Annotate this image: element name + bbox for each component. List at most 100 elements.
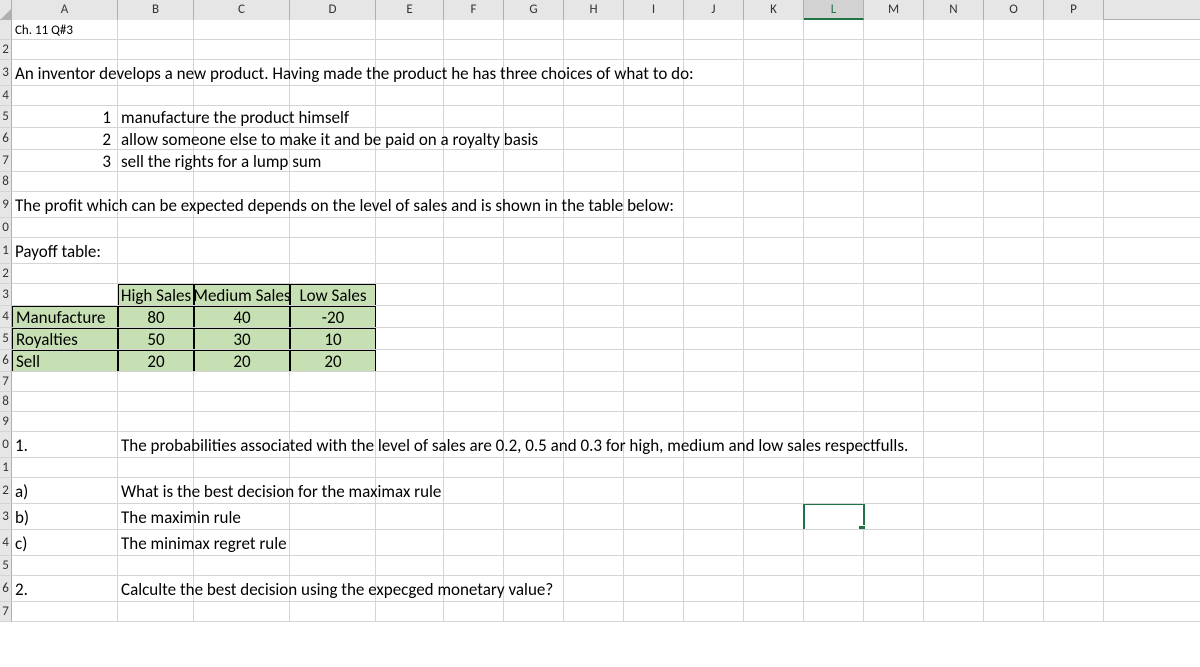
cell-C15[interactable]: 30 (194, 328, 290, 350)
cell-P15[interactable] (1044, 328, 1104, 350)
cell-H12[interactable] (564, 264, 624, 284)
cell-F19[interactable] (444, 412, 504, 432)
cell-N9[interactable] (924, 192, 984, 218)
cell-H17[interactable] (564, 372, 624, 392)
cell-L26[interactable] (804, 576, 864, 602)
cell-H5[interactable] (564, 106, 624, 128)
cell-B19[interactable] (118, 412, 194, 432)
cell-N19[interactable] (924, 412, 984, 432)
cell-L14[interactable] (804, 306, 864, 328)
cell-J12[interactable] (684, 264, 744, 284)
cell-A19[interactable] (12, 412, 118, 432)
cell-G2[interactable] (504, 40, 564, 60)
cell-J22[interactable] (684, 478, 744, 504)
cell-D1[interactable] (290, 20, 376, 40)
cell-D4[interactable] (290, 86, 376, 106)
cell-A20[interactable]: 1. (12, 432, 118, 458)
cell-E23[interactable] (376, 504, 444, 530)
cell-O7[interactable] (984, 150, 1044, 172)
cell-K19[interactable] (744, 412, 804, 432)
cell-I22[interactable] (624, 478, 684, 504)
cell-A3[interactable]: An inventor develops a new product. Havi… (12, 60, 118, 86)
cell-N25[interactable] (924, 556, 984, 576)
cell-O12[interactable] (984, 264, 1044, 284)
cell-I14[interactable] (624, 306, 684, 328)
cell-G13[interactable] (504, 284, 564, 306)
cell-M5[interactable] (864, 106, 924, 128)
cell-C4[interactable] (194, 86, 290, 106)
cell-F1[interactable] (444, 20, 504, 40)
cell-F15[interactable] (444, 328, 504, 350)
cell-O16[interactable] (984, 350, 1044, 372)
cell-H19[interactable] (564, 412, 624, 432)
row-header-12[interactable]: 3 (0, 284, 12, 306)
cell-B5[interactable]: manufacture the product himself (118, 106, 194, 128)
cell-K23[interactable] (744, 504, 804, 530)
cell-O5[interactable] (984, 106, 1044, 128)
cell-O19[interactable] (984, 412, 1044, 432)
cell-P5[interactable] (1044, 106, 1104, 128)
cell-L3[interactable] (804, 60, 864, 86)
cell-F27[interactable] (444, 602, 504, 622)
row-header-15[interactable]: 6 (0, 350, 12, 372)
cell-I8[interactable] (624, 172, 684, 192)
cell-N21[interactable] (924, 458, 984, 478)
cell-L19[interactable] (804, 412, 864, 432)
cell-G7[interactable] (504, 150, 564, 172)
cell-C10[interactable] (194, 218, 290, 238)
cell-F25[interactable] (444, 556, 504, 576)
cell-B16[interactable]: 20 (118, 350, 194, 372)
cell-N22[interactable] (924, 478, 984, 504)
cell-M17[interactable] (864, 372, 924, 392)
cell-G17[interactable] (504, 372, 564, 392)
cell-D19[interactable] (290, 412, 376, 432)
cell-N15[interactable] (924, 328, 984, 350)
cell-M6[interactable] (864, 128, 924, 150)
cell-B10[interactable] (118, 218, 194, 238)
cell-L16[interactable] (804, 350, 864, 372)
cell-F16[interactable] (444, 350, 504, 372)
cell-B1[interactable] (118, 20, 194, 40)
cell-M10[interactable] (864, 218, 924, 238)
cell-N11[interactable] (924, 238, 984, 264)
cell-I18[interactable] (624, 392, 684, 412)
cell-K5[interactable] (744, 106, 804, 128)
cell-N1[interactable] (924, 20, 984, 40)
cell-H4[interactable] (564, 86, 624, 106)
cell-A6[interactable]: 2 (12, 128, 118, 150)
cell-N2[interactable] (924, 40, 984, 60)
cell-A13[interactable] (12, 284, 118, 306)
cell-J14[interactable] (684, 306, 744, 328)
row-header-11[interactable]: 2 (0, 264, 12, 284)
cell-P3[interactable] (1044, 60, 1104, 86)
cell-J15[interactable] (684, 328, 744, 350)
cell-C16[interactable]: 20 (194, 350, 290, 372)
row-header-23[interactable]: 4 (0, 530, 12, 556)
cell-M4[interactable] (864, 86, 924, 106)
cell-P6[interactable] (1044, 128, 1104, 150)
cell-K14[interactable] (744, 306, 804, 328)
cell-D12[interactable] (290, 264, 376, 284)
cell-G25[interactable] (504, 556, 564, 576)
row-header-17[interactable]: 8 (0, 392, 12, 412)
cell-M15[interactable] (864, 328, 924, 350)
cell-P24[interactable] (1044, 530, 1104, 556)
cell-H25[interactable] (564, 556, 624, 576)
cell-O3[interactable] (984, 60, 1044, 86)
cell-F11[interactable] (444, 238, 504, 264)
cell-G10[interactable] (504, 218, 564, 238)
row-header-14[interactable]: 5 (0, 328, 12, 350)
cell-P4[interactable] (1044, 86, 1104, 106)
cell-N18[interactable] (924, 392, 984, 412)
cell-F17[interactable] (444, 372, 504, 392)
cell-M21[interactable] (864, 458, 924, 478)
cell-B22[interactable]: What is the best decision for the maxima… (118, 478, 194, 504)
cell-B21[interactable] (118, 458, 194, 478)
cell-H24[interactable] (564, 530, 624, 556)
cell-B15[interactable]: 50 (118, 328, 194, 350)
cell-A21[interactable] (12, 458, 118, 478)
cell-J8[interactable] (684, 172, 744, 192)
cell-G22[interactable] (504, 478, 564, 504)
row-header-3[interactable]: 4 (0, 86, 12, 106)
cell-N3[interactable] (924, 60, 984, 86)
